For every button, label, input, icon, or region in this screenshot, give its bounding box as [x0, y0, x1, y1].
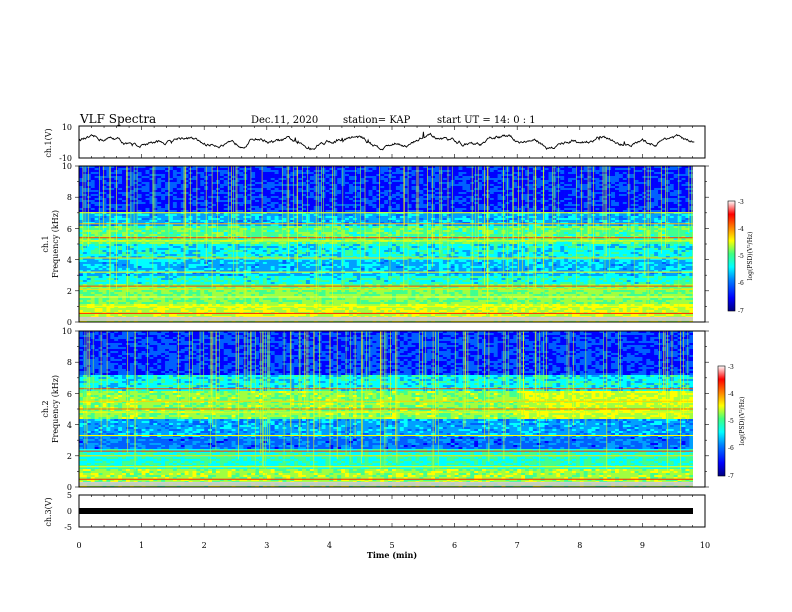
ch1-colorbar-tick-m4: -4 — [738, 226, 744, 233]
ch3-ytick-m5: -5 — [64, 523, 72, 532]
ch2-spectrogram-image — [79, 331, 705, 487]
panel-spectrogram-ch1: ch.1 Frequency (kHz) 0 2 4 6 8 10 -3 -4 … — [41, 162, 754, 327]
time-tick-10: 10 — [700, 541, 710, 550]
ch1-colorbar-tick-m3: -3 — [738, 199, 744, 206]
ch2-colorbar-gradient — [718, 366, 725, 476]
panel-waveform-ch3: ch.3(V) 5 0 -5 0 1 2 3 4 5 6 7 8 9 10 Ti… — [44, 491, 710, 560]
start-time-label: start UT = 14: 0 : 1 — [437, 115, 536, 126]
date-label: Dec.11, 2020 — [251, 115, 318, 126]
panel-waveform-ch1: ch.1(V) 10 -10 — [44, 123, 705, 163]
ch1-freq-tick-8: 8 — [67, 193, 72, 202]
ch1-frequency-axis-label: Frequency (kHz) — [51, 210, 60, 278]
ch1-colorbar-gradient — [728, 201, 735, 311]
ch1-colorbar-tick-m6: -6 — [738, 280, 744, 287]
ch1-spectrogram-channel-label: ch.1 — [41, 235, 50, 252]
ch2-colorbar-label: log(PSD)(V²/Hz) — [739, 397, 746, 446]
ch3-level-trace — [79, 508, 693, 514]
ch1-freq-tick-0: 0 — [67, 318, 72, 327]
ch1-voltage-axis-label: ch.1(V) — [44, 128, 53, 157]
ch1-ytick-top: 10 — [62, 123, 72, 132]
ch2-freq-tick-4: 4 — [67, 421, 72, 430]
ch2-freq-tick-8: 8 — [67, 358, 72, 367]
ch1-spectrogram-image — [79, 166, 705, 322]
ch2-frequency-axis-label: Frequency (kHz) — [51, 375, 60, 443]
ch2-colorbar-tick-m7: -7 — [728, 473, 734, 480]
ch2-freq-tick-2: 2 — [67, 452, 72, 461]
time-tick-3: 3 — [264, 541, 269, 550]
ch2-colorbar-tick-m5: -5 — [728, 418, 734, 425]
ch2-colorbar-tick-m3: -3 — [728, 364, 734, 371]
time-tick-7: 7 — [515, 541, 520, 550]
ch2-freq-tick-6: 6 — [67, 390, 72, 399]
ch1-waveform-trace — [79, 132, 694, 150]
ch1-x-ticks — [79, 126, 705, 158]
ch3-ytick-0: 0 — [67, 507, 72, 516]
ch2-colorbar-tick-m4: -4 — [728, 391, 734, 398]
ch2-spectrogram-channel-label: ch.2 — [41, 400, 50, 417]
ch2-freq-tick-10: 10 — [62, 327, 72, 336]
time-tick-6: 6 — [452, 541, 457, 550]
time-tick-1: 1 — [139, 541, 144, 550]
ch2-colorbar-tick-m6: -6 — [728, 445, 734, 452]
ch1-freq-tick-10: 10 — [62, 162, 72, 171]
time-tick-0: 0 — [76, 541, 81, 550]
ch1-freq-tick-6: 6 — [67, 225, 72, 234]
time-axis-label: Time (min) — [367, 550, 417, 560]
ch1-freq-tick-2: 2 — [67, 287, 72, 296]
ch1-waveform-frame — [79, 126, 705, 158]
time-tick-5: 5 — [389, 541, 394, 550]
ch1-colorbar-tick-m7: -7 — [738, 308, 744, 315]
ch3-ytick-5: 5 — [67, 491, 72, 500]
time-tick-4: 4 — [327, 541, 332, 550]
vlf-figure: VLF Spectra Dec.11, 2020 station= KAP st… — [0, 0, 792, 612]
time-axis-tick-labels: 0 1 2 3 4 5 6 7 8 9 10 — [76, 541, 710, 550]
time-tick-9: 9 — [640, 541, 645, 550]
time-tick-8: 8 — [577, 541, 582, 550]
time-tick-2: 2 — [202, 541, 207, 550]
station-label: station= KAP — [343, 115, 411, 126]
figure-title: VLF Spectra — [79, 112, 156, 126]
ch3-voltage-axis-label: ch.3(V) — [44, 497, 53, 526]
ch1-freq-tick-4: 4 — [67, 256, 72, 265]
ch1-colorbar: -3 -4 -5 -6 -7 log(PSD)(V²/Hz) — [728, 199, 754, 315]
panel-spectrogram-ch2: ch.2 Frequency (kHz) 0 2 4 6 8 10 -3 -4 … — [41, 327, 746, 492]
ch1-colorbar-tick-m5: -5 — [738, 253, 744, 260]
ch1-colorbar-label: log(PSD)(V²/Hz) — [747, 232, 754, 281]
ch2-colorbar: -3 -4 -5 -6 -7 log(PSD)(V²/Hz) — [718, 364, 746, 480]
